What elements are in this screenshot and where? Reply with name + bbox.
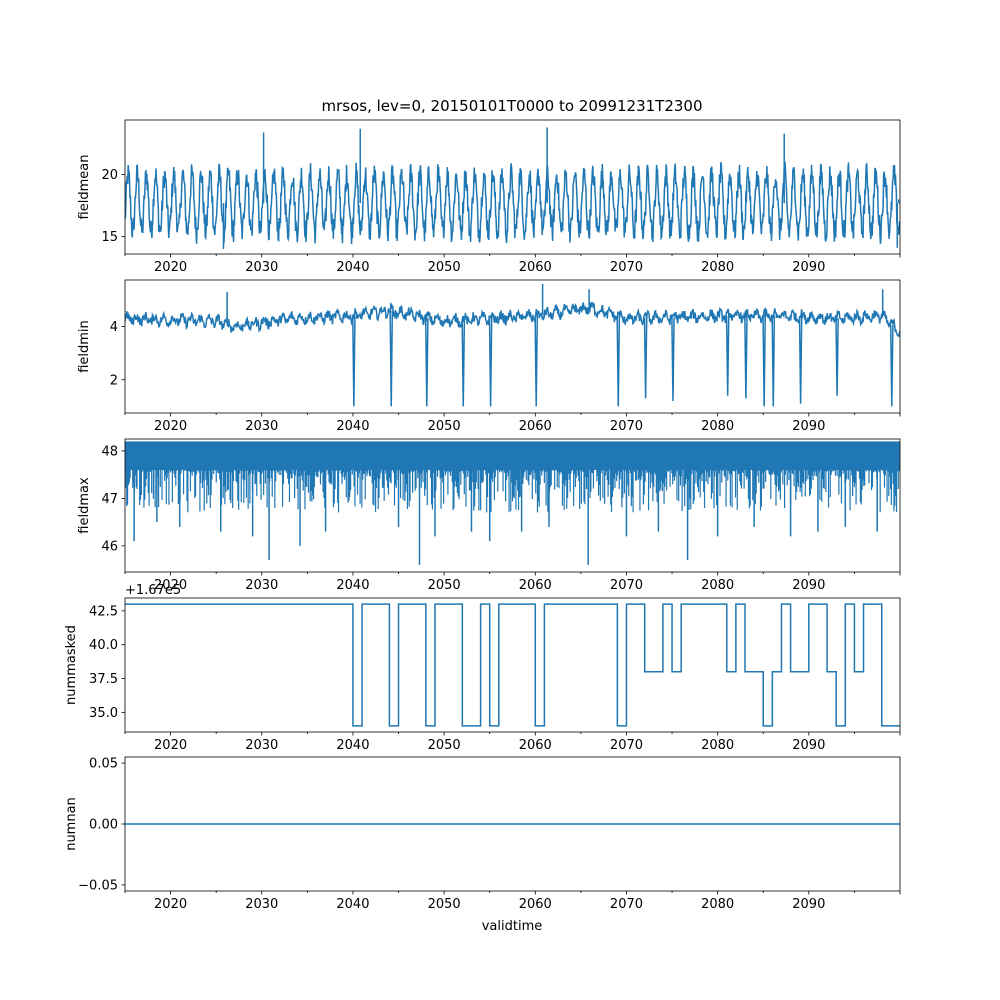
- y-tick-label: 48: [101, 444, 118, 459]
- x-tick-label: 2090: [792, 419, 825, 434]
- dip-spike: [671, 317, 675, 402]
- x-tick-label: 2030: [245, 578, 278, 593]
- y-tick-label: 47: [101, 492, 118, 507]
- series-fieldmin: [125, 283, 900, 407]
- y-tick-label: 42.5: [89, 604, 118, 619]
- x-tick-label: 2060: [519, 897, 552, 912]
- dip-spike: [643, 318, 648, 399]
- series-line: [125, 161, 900, 244]
- dip-spike: [352, 315, 356, 407]
- y-tick-label: −0.05: [78, 878, 118, 893]
- y-tick-label: 2: [110, 373, 118, 388]
- dip-spike: [889, 324, 894, 407]
- dip-spike: [771, 315, 776, 407]
- x-tick-label: 2080: [701, 419, 734, 434]
- x-tick-label: 2090: [792, 897, 825, 912]
- x-tick-label: 2060: [519, 578, 552, 593]
- x-tick-label: 2070: [610, 578, 643, 593]
- axes-frame: [124, 119, 901, 255]
- axes-frame: [124, 279, 901, 414]
- dip-spike: [534, 315, 539, 407]
- x-tick-label: 2030: [245, 897, 278, 912]
- x-tick-label: 2080: [701, 260, 734, 275]
- series-line: [125, 301, 900, 337]
- x-tick-label: 2040: [336, 578, 369, 593]
- dip-spike: [725, 315, 730, 396]
- y-axis-label: fieldmin: [77, 320, 92, 373]
- y-tick-label: 15: [101, 230, 118, 245]
- dip-spike: [488, 318, 493, 407]
- dip-spike: [424, 317, 429, 407]
- x-tick-label: 2090: [792, 578, 825, 593]
- dip-spike: [762, 315, 766, 407]
- subplot-fieldmean: 2020 2030 2040 2050 2060 2070 2080 2090 15 20 fiel…: [77, 119, 901, 275]
- series-fieldmax: [125, 441, 900, 565]
- subplot-fieldmax: 2020 2030 2040 2050 2060 2070 2080 2090 46 47 48 fi…: [77, 438, 901, 593]
- x-tick-label: 2060: [519, 260, 552, 275]
- x-tick-label: 2040: [336, 419, 369, 434]
- x-tick-label: 2030: [245, 738, 278, 753]
- x-tick-label: 2050: [428, 419, 461, 434]
- x-tick-label: 2080: [701, 897, 734, 912]
- x-tick-label: 2020: [154, 578, 187, 593]
- x-tick-label: 2080: [701, 578, 734, 593]
- y-tick-label: 0.00: [89, 818, 118, 833]
- x-tick-label: 2080: [701, 738, 734, 753]
- y-axis-label: fieldmax: [77, 477, 92, 534]
- dip-spike: [461, 320, 466, 407]
- x-tick-label: 2020: [154, 738, 187, 753]
- y-tick-label: 4: [110, 320, 118, 335]
- subplot-fieldmin: 2020 2030 2040 2050 2060 2070 2080 2090 2 4 fieldm…: [77, 279, 901, 434]
- y-axis-label: fieldmean: [77, 155, 92, 220]
- dense-band-fill: [125, 441, 900, 458]
- dip-spike: [835, 318, 839, 396]
- y-tick-label: 20: [101, 168, 118, 183]
- offset-text: +1.67e5: [125, 583, 181, 598]
- y-tick-label: 46: [101, 539, 118, 554]
- subplot-numnan: 2020 2030 2040 2050 2060 2070 2080 2090 −0.05 0.0…: [64, 757, 901, 912]
- dip-spike: [744, 315, 748, 399]
- x-axis-label: validtime: [482, 919, 543, 934]
- x-tick-label: 2040: [336, 260, 369, 275]
- y-tick-label: 37.5: [89, 672, 118, 687]
- series-line: [125, 603, 900, 727]
- x-tick-label: 2070: [610, 738, 643, 753]
- x-tick-label: 2060: [519, 419, 552, 434]
- x-tick-label: 2050: [428, 897, 461, 912]
- y-axis-label: numnan: [64, 797, 79, 851]
- x-tick-label: 2040: [336, 897, 369, 912]
- dip-spike: [616, 316, 621, 407]
- subplot-nummasked: 2020 2030 2040 2050 2060 2070 2080 2090 35.0 37.5…: [64, 583, 901, 753]
- x-tick-label: 2050: [428, 260, 461, 275]
- series-nummasked: [125, 603, 900, 727]
- y-tick-label: 0.05: [89, 757, 118, 772]
- x-tick-label: 2030: [245, 260, 278, 275]
- dip-spike: [389, 310, 394, 407]
- x-tick-label: 2020: [154, 260, 187, 275]
- x-tick-label: 2050: [428, 738, 461, 753]
- series-fieldmean: [125, 127, 900, 250]
- x-tick-label: 2070: [610, 419, 643, 434]
- x-tick-label: 2090: [792, 738, 825, 753]
- x-tick-label: 2090: [792, 260, 825, 275]
- x-tick-label: 2060: [519, 738, 552, 753]
- x-tick-label: 2030: [245, 419, 278, 434]
- chart-title: mrsos, lev=0, 20150101T0000 to 20991231T…: [321, 97, 702, 115]
- x-tick-label: 2050: [428, 578, 461, 593]
- y-tick-label: 40.0: [89, 638, 118, 653]
- y-axis-label: nummasked: [64, 625, 79, 705]
- y-tick-label: 35.0: [89, 706, 118, 721]
- x-tick-label: 2070: [610, 260, 643, 275]
- axes-frame: [124, 597, 901, 733]
- x-tick-label: 2040: [336, 738, 369, 753]
- dip-spike: [798, 316, 803, 404]
- x-tick-label: 2020: [154, 419, 187, 434]
- x-tick-label: 2070: [610, 897, 643, 912]
- series-line: [125, 458, 900, 513]
- x-tick-label: 2020: [154, 897, 187, 912]
- axes-frame: [124, 438, 901, 573]
